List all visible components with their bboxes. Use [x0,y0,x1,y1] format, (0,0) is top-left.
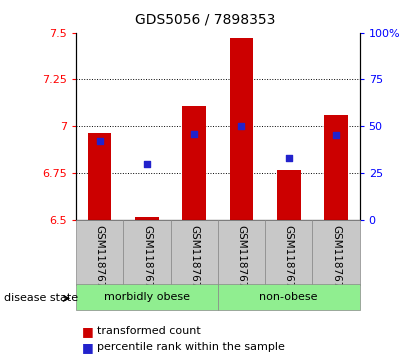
Bar [76,220,123,285]
Bar [324,115,348,220]
Bar [218,284,360,310]
Bar [123,220,171,285]
Point [285,155,292,161]
Bar [265,220,312,285]
Bar [277,170,300,220]
Bar [312,220,360,285]
Bar [171,220,218,285]
Point [144,161,150,167]
Bar [135,217,159,220]
Bar [218,220,265,285]
Text: GSM1187675: GSM1187675 [189,225,199,295]
Bar [76,284,218,310]
Text: GSM1187676: GSM1187676 [236,225,247,295]
Text: GDS5056 / 7898353: GDS5056 / 7898353 [135,13,276,27]
Point [238,123,245,129]
Text: morbidly obese: morbidly obese [104,292,190,302]
Point [96,138,103,144]
Bar [230,38,253,220]
Text: ■: ■ [82,341,94,354]
Text: GSM1187677: GSM1187677 [284,225,294,295]
Point [332,132,339,138]
Point [191,131,197,136]
Text: transformed count: transformed count [97,326,200,336]
Text: percentile rank within the sample: percentile rank within the sample [97,342,284,352]
Text: ■: ■ [82,325,94,338]
Text: non-obese: non-obese [259,292,318,302]
Bar [182,106,206,220]
Bar [88,133,111,220]
Text: GSM1187673: GSM1187673 [95,225,105,295]
Text: GSM1187678: GSM1187678 [331,225,341,295]
Text: GSM1187674: GSM1187674 [142,225,152,295]
Text: disease state: disease state [4,293,78,303]
